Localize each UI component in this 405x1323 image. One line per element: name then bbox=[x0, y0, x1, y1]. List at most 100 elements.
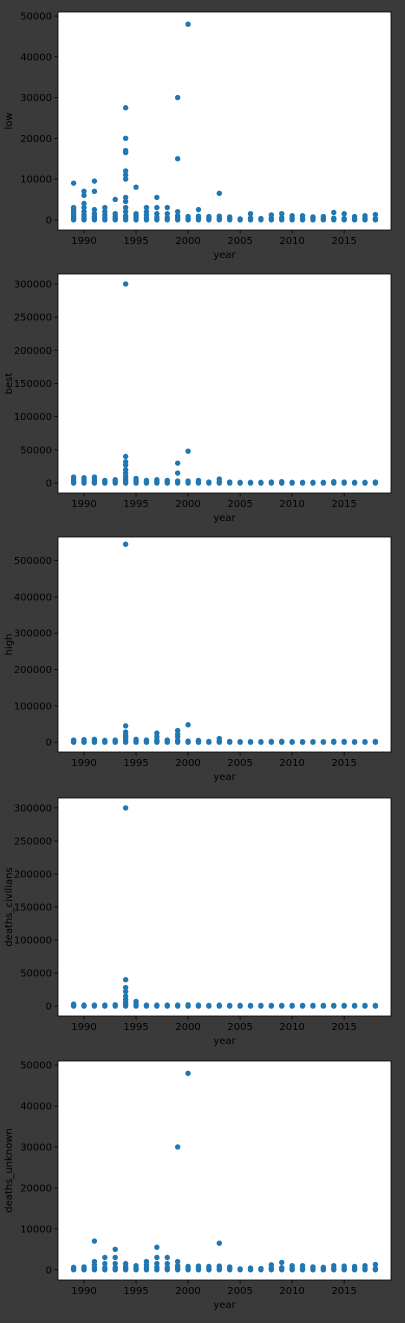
data-point bbox=[102, 477, 108, 484]
data-point bbox=[258, 215, 264, 222]
data-point bbox=[258, 1002, 264, 1009]
x-tick-label: 2015 bbox=[331, 1022, 356, 1033]
data-point bbox=[122, 172, 129, 178]
data-point bbox=[70, 180, 77, 186]
x-axis-label: year bbox=[213, 772, 236, 783]
data-point bbox=[258, 479, 264, 486]
x-tick-label: 2010 bbox=[279, 1022, 304, 1033]
x-tick-label: 2005 bbox=[227, 758, 252, 769]
data-point bbox=[310, 479, 316, 486]
data-point bbox=[185, 21, 191, 27]
scatter-panel-4: 1990 1995 2000 2005 2010 2015 0 50000 100000 1500… bbox=[4, 797, 392, 1047]
data-point bbox=[70, 1001, 77, 1007]
data-point bbox=[299, 479, 306, 486]
data-point bbox=[112, 211, 118, 217]
y-tick-label: 50000 bbox=[20, 12, 52, 23]
x-tick-label: 2000 bbox=[175, 1286, 200, 1297]
x-tick-label: 2000 bbox=[175, 499, 200, 510]
data-point bbox=[81, 200, 87, 207]
data-point bbox=[227, 214, 233, 220]
data-point bbox=[174, 213, 181, 219]
data-point bbox=[206, 738, 212, 745]
data-point bbox=[227, 1002, 233, 1009]
data-point bbox=[331, 738, 337, 744]
y-tick-label: 100000 bbox=[14, 412, 52, 423]
data-point bbox=[362, 738, 368, 745]
x-tick-label: 2015 bbox=[331, 236, 356, 247]
data-point bbox=[320, 1264, 327, 1271]
data-point bbox=[81, 204, 87, 211]
data-point bbox=[289, 1262, 295, 1269]
y-tick-label: 50000 bbox=[20, 969, 52, 980]
data-point bbox=[279, 1002, 285, 1009]
x-tick-label: 2000 bbox=[175, 758, 200, 769]
y-tick-label: 30000 bbox=[20, 1142, 52, 1153]
data-point bbox=[122, 541, 129, 547]
data-point bbox=[331, 479, 337, 485]
data-point bbox=[154, 730, 160, 736]
y-tick-label: 100000 bbox=[14, 936, 52, 947]
y-axis-label: low bbox=[4, 112, 15, 129]
y-tick-label: 500000 bbox=[14, 556, 52, 567]
data-point bbox=[174, 155, 181, 162]
y-tick-label: 0 bbox=[46, 1265, 52, 1276]
data-point bbox=[122, 198, 129, 205]
data-point bbox=[122, 459, 129, 465]
data-point bbox=[289, 738, 295, 745]
y-tick-label: 10000 bbox=[20, 1224, 52, 1235]
data-point bbox=[331, 209, 337, 216]
x-tick-label: 1990 bbox=[71, 1022, 96, 1033]
data-point bbox=[143, 204, 150, 211]
data-point bbox=[164, 1260, 170, 1267]
data-point bbox=[185, 448, 191, 454]
data-point bbox=[372, 479, 379, 485]
data-point bbox=[133, 184, 139, 190]
y-axis-label: best bbox=[4, 373, 15, 395]
data-point bbox=[237, 216, 243, 222]
data-point bbox=[122, 453, 129, 460]
x-tick-label: 2005 bbox=[227, 1286, 252, 1297]
data-point bbox=[70, 204, 77, 211]
data-point bbox=[216, 735, 222, 742]
data-point bbox=[247, 738, 254, 745]
data-point bbox=[185, 478, 191, 484]
data-point bbox=[310, 738, 316, 745]
data-point bbox=[164, 1265, 170, 1271]
data-point bbox=[122, 467, 129, 473]
y-tick-label: 0 bbox=[46, 215, 52, 226]
data-point bbox=[112, 1254, 118, 1261]
y-axis-label: deaths_civilians bbox=[4, 867, 15, 946]
data-point bbox=[227, 738, 233, 745]
plot-area bbox=[58, 12, 391, 230]
data-point bbox=[195, 1263, 202, 1269]
data-point bbox=[174, 1258, 181, 1265]
data-point bbox=[122, 204, 129, 211]
y-tick-label: 30000 bbox=[20, 93, 52, 104]
x-tick-label: 2010 bbox=[279, 1286, 304, 1297]
data-point bbox=[351, 479, 358, 486]
y-tick-label: 400000 bbox=[14, 592, 52, 603]
data-point bbox=[362, 1262, 368, 1269]
x-tick-label: 1990 bbox=[71, 236, 96, 247]
data-point bbox=[122, 984, 129, 991]
data-point bbox=[122, 805, 129, 811]
data-point bbox=[268, 1002, 275, 1009]
data-point bbox=[185, 1070, 191, 1076]
data-point bbox=[279, 1265, 285, 1271]
y-tick-label: 40000 bbox=[20, 52, 52, 63]
data-point bbox=[299, 738, 306, 745]
data-point bbox=[279, 1259, 285, 1266]
data-point bbox=[112, 1246, 118, 1253]
scatter-panel-3: 1990 1995 2000 2005 2010 2015 0 100000 200000 300… bbox=[4, 536, 392, 783]
data-point bbox=[122, 988, 129, 995]
data-point bbox=[81, 192, 87, 199]
data-point bbox=[320, 213, 327, 220]
data-point bbox=[268, 1262, 275, 1268]
scatter-panel-2: 1990 1995 2000 2005 2010 2015 0 50000 100000 1500… bbox=[4, 273, 392, 524]
x-tick-label: 2000 bbox=[175, 236, 200, 247]
data-point bbox=[174, 478, 181, 484]
data-point bbox=[122, 993, 129, 999]
data-point bbox=[351, 213, 358, 220]
data-point bbox=[143, 477, 150, 484]
x-tick-label: 2010 bbox=[279, 758, 304, 769]
